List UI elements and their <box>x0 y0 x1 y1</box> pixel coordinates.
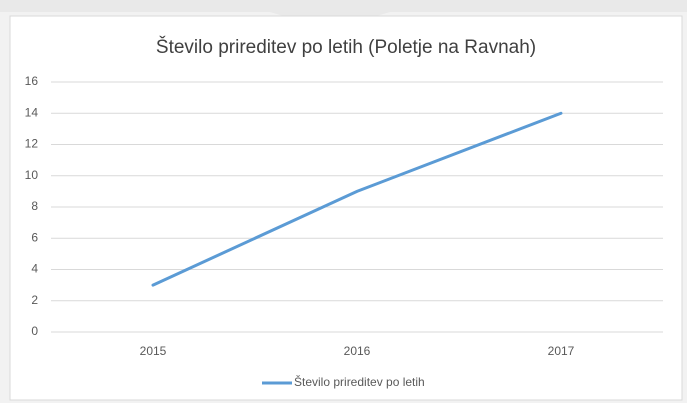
y-tick-label: 16 <box>25 74 39 88</box>
y-tick-label: 12 <box>25 137 39 151</box>
legend-label: Število prireditev po letih <box>294 374 425 389</box>
y-tick-label: 8 <box>31 199 38 213</box>
x-tick-label: 2016 <box>344 344 371 358</box>
x-tick-label: 2015 <box>140 344 167 358</box>
line <box>151 111 563 287</box>
chart-area <box>9 15 683 401</box>
y-tick-label: 2 <box>31 293 38 307</box>
chart-title: Število prireditev po letih (Poletje na … <box>156 36 536 58</box>
backdrop <box>0 0 687 30</box>
y-tick-label: 4 <box>31 262 38 276</box>
y-tick-label: 10 <box>25 168 39 182</box>
y-tick-label: 0 <box>31 324 38 338</box>
x-tick-label: 2017 <box>548 344 575 358</box>
y-tick-label: 6 <box>31 230 38 244</box>
y-tick-label: 14 <box>25 105 39 119</box>
